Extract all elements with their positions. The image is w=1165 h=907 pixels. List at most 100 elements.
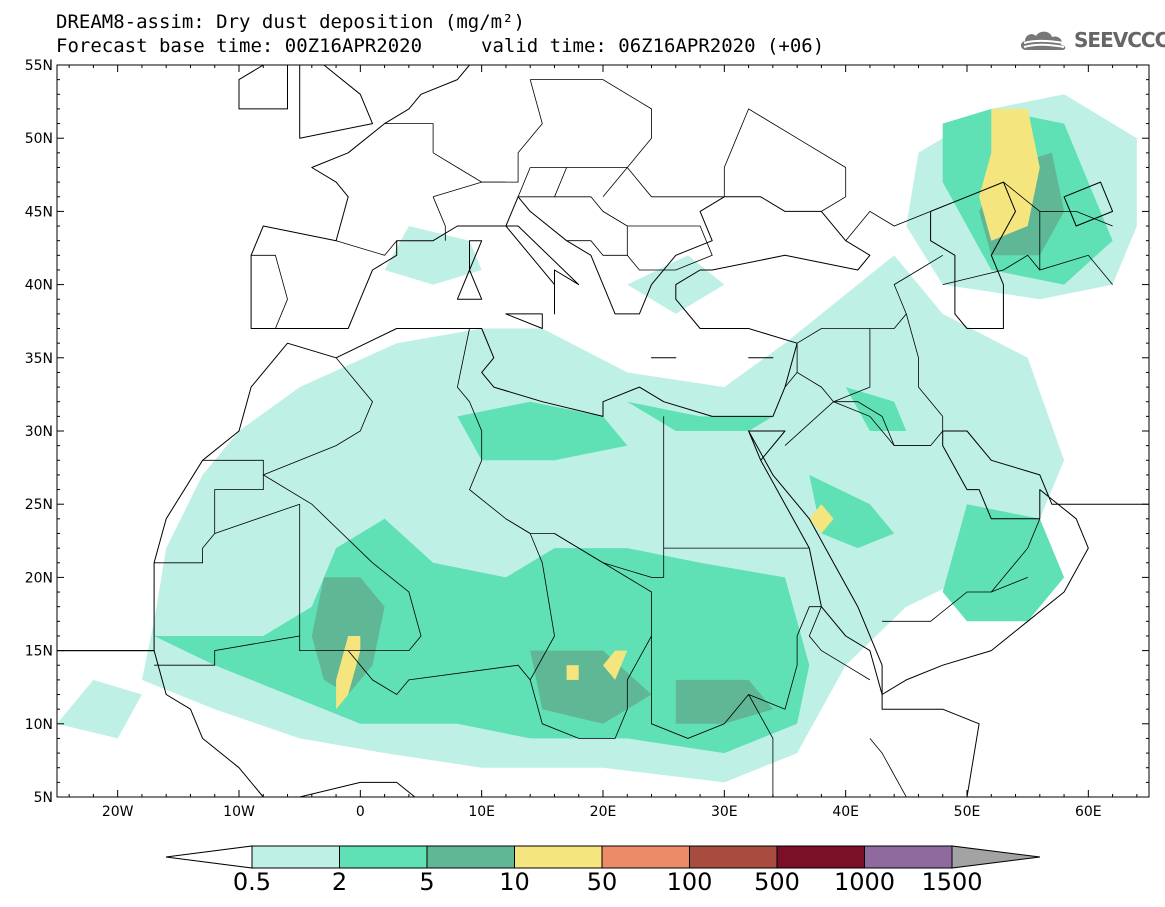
coastline — [57, 650, 470, 797]
country-border — [723, 108, 847, 212]
dust-area-level-3 — [809, 504, 834, 534]
country-border — [905, 313, 944, 431]
lat-tick-label: 40N — [25, 278, 53, 294]
country-border — [214, 503, 300, 534]
logo-text: SEEVCCC — [1074, 28, 1165, 52]
country-border — [748, 694, 774, 797]
colorbar-swatch — [426, 845, 515, 869]
country-border — [882, 577, 1028, 622]
chart-subtitle: Forecast base time: 00Z16APR2020 valid ti… — [56, 35, 824, 57]
country-border — [529, 533, 652, 739]
lon-tick-label: 20W — [102, 804, 134, 820]
country-border — [626, 225, 713, 271]
colorbar-swatch — [864, 845, 953, 869]
country-border — [808, 606, 871, 681]
country-border — [990, 518, 1041, 593]
lat-tick-label: 50N — [25, 131, 53, 147]
lat-tick-label: 30N — [25, 424, 53, 440]
country-border — [154, 459, 422, 666]
coastline-layer — [57, 65, 1149, 797]
country-border — [517, 167, 567, 198]
country-border — [530, 79, 652, 168]
colorbar-swatch — [251, 845, 340, 869]
dust-area-level-0 — [57, 679, 142, 739]
valid-time: valid time: 06Z16APR2020 (+06) — [481, 35, 825, 57]
country-border — [942, 254, 1113, 285]
colorbar-label: 1000 — [834, 868, 895, 896]
country-border — [845, 210, 931, 241]
coastline — [1063, 181, 1114, 227]
colorbar-label: 10 — [499, 868, 530, 896]
country-border — [796, 254, 943, 373]
coastline — [57, 65, 871, 652]
lat-tick-label: 45N — [25, 204, 53, 220]
cloud-icon — [1020, 31, 1066, 50]
colorbar-swatch — [776, 845, 865, 869]
country-border — [335, 240, 398, 256]
forecast-base-time: Forecast base time: 00Z16APR2020 — [56, 35, 423, 57]
country-border — [263, 357, 373, 476]
coastline — [299, 65, 373, 139]
country-border — [1039, 211, 1113, 227]
lat-tick-label: 55N — [25, 58, 53, 74]
lat-tick-label: 5N — [34, 790, 53, 806]
coastline — [505, 313, 543, 329]
country-border — [432, 196, 446, 241]
colorbar: 0.5 2 5 10 50 100 500 1000 1500 — [165, 845, 1041, 896]
colorbar-label: 5 — [419, 868, 434, 896]
colorbar-swatch — [601, 845, 690, 869]
coastline — [469, 240, 483, 271]
colorbar-label: 500 — [754, 868, 800, 896]
dust-area-level-3 — [336, 636, 361, 710]
dust-area-level-3 — [603, 650, 628, 680]
colorbar-label: 0.5 — [233, 868, 271, 896]
dust-layer — [57, 94, 1137, 783]
country-border — [432, 79, 543, 183]
dust-area-level-1 — [457, 401, 628, 461]
country-border — [384, 123, 434, 153]
dust-area-level-1 — [845, 387, 907, 431]
lon-tick-label: 0 — [356, 804, 365, 820]
country-border — [626, 167, 725, 198]
country-border — [347, 518, 555, 696]
border-layer — [154, 79, 1113, 797]
colorbar-label: 50 — [587, 868, 618, 896]
dust-area-level-3 — [566, 665, 579, 680]
lon-tick-label: 50E — [954, 804, 981, 820]
dust-area-level-2 — [675, 679, 773, 724]
dust-area-level-0 — [166, 445, 458, 607]
lat-tick-label: 10N — [25, 717, 53, 733]
lat-tick-label: 20N — [25, 570, 53, 586]
coastline — [930, 181, 1016, 329]
dust-area-level-1 — [809, 474, 895, 549]
lat-tick-label: 25N — [25, 497, 53, 513]
dust-area-level-3 — [979, 108, 1040, 241]
colorbar-under-triangle — [165, 845, 253, 869]
lon-tick-label: 40E — [832, 804, 859, 820]
colorbar-label: 2 — [332, 868, 347, 896]
country-border — [251, 254, 288, 329]
coastline — [456, 269, 483, 300]
country-border — [554, 196, 628, 256]
country-border — [784, 401, 931, 446]
country-border — [602, 167, 628, 198]
country-border — [833, 328, 871, 403]
dust-area-level-2 — [311, 577, 385, 695]
axis-ticks: 5N 10N 15N 20N 25N 30N 35N 40N 45N 50N 55N 20W 10W 0 1… — [25, 58, 1149, 820]
seevccc-logo: SEEVCCC — [1018, 26, 1165, 56]
colorbar-swatch — [689, 845, 778, 869]
lon-tick-label: 10W — [223, 804, 255, 820]
colorbar-over-triangle — [951, 845, 1041, 869]
colorbar-label: 100 — [667, 868, 713, 896]
chart-title: DREAM8-assim: Dry dust deposition (mg/m²… — [56, 11, 525, 33]
lat-tick-label: 35N — [25, 351, 53, 367]
country-border — [869, 738, 907, 797]
lon-tick-label: 10E — [468, 804, 495, 820]
lon-tick-label: 20E — [590, 804, 617, 820]
colorbar-label: 1500 — [921, 868, 982, 896]
colorbar-swatch — [514, 845, 603, 869]
lon-tick-label: 60E — [1075, 804, 1102, 820]
colorbar-swatch — [339, 845, 428, 869]
coastline — [238, 65, 288, 110]
